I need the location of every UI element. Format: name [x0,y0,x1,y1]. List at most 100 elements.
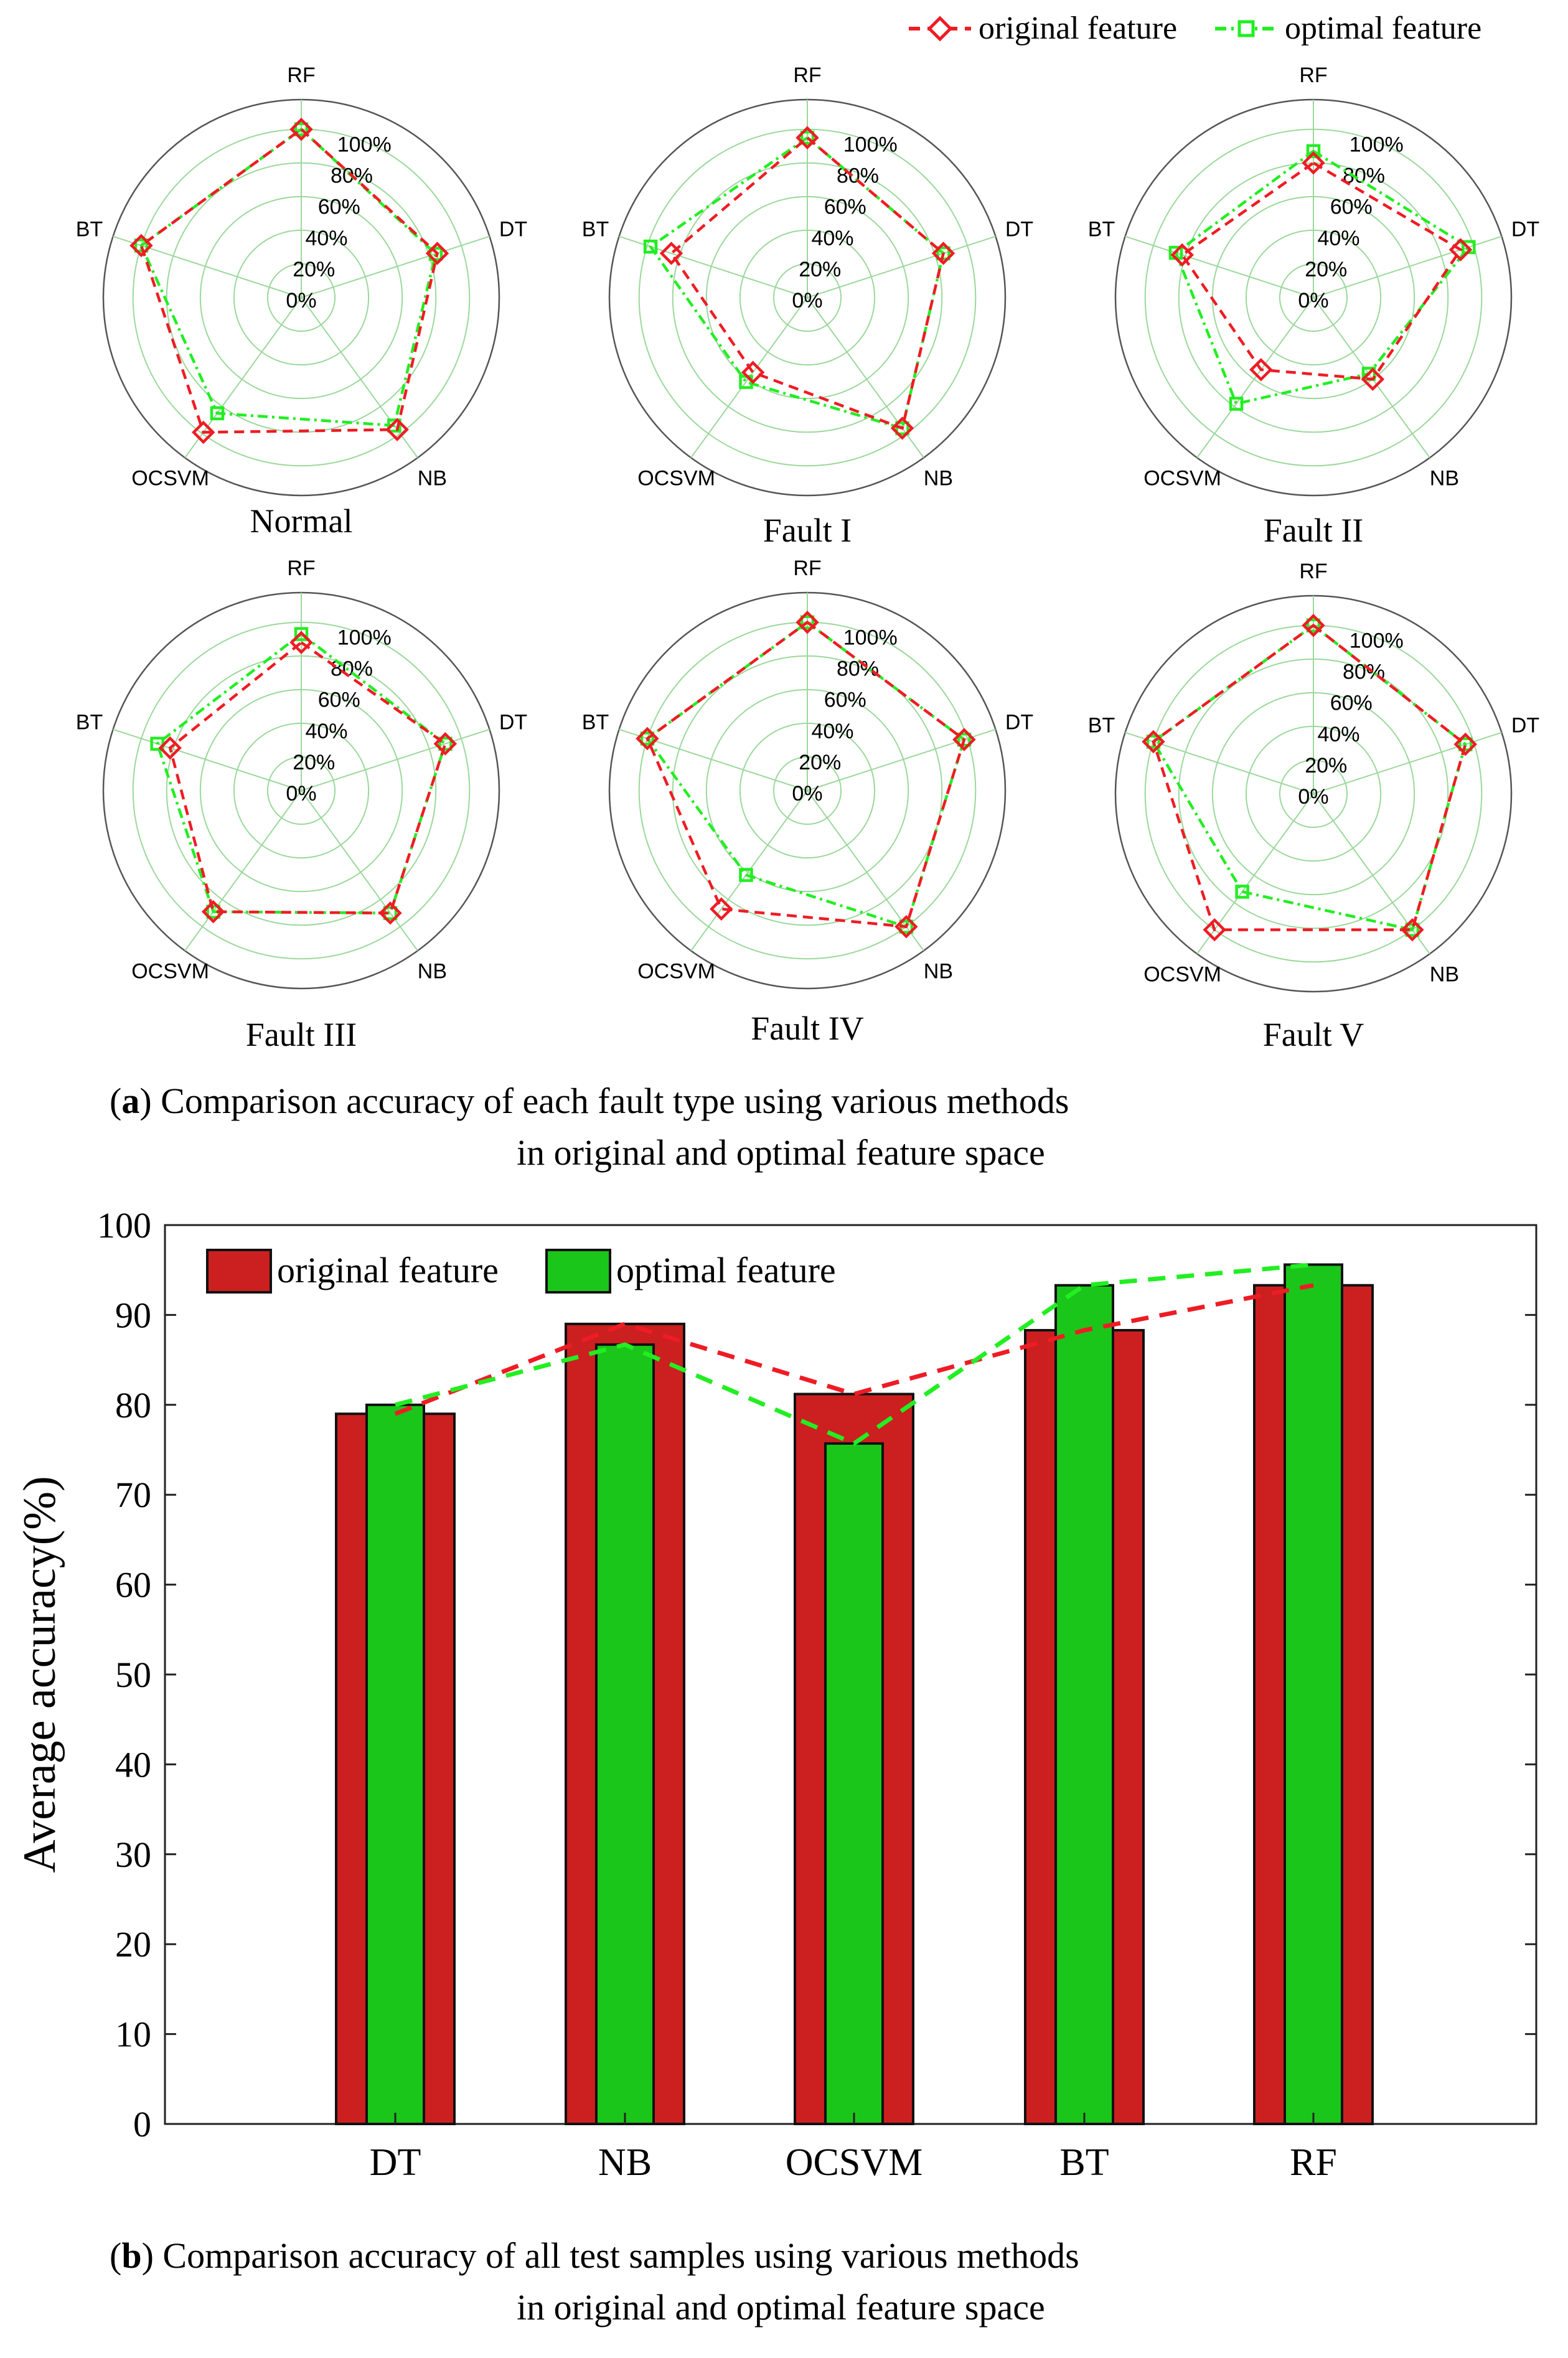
radar-spoke [1196,297,1314,458]
radar-original-marker [1302,613,1325,637]
radar-axis-label: OCSVM [1143,963,1221,987]
radar-axis-label: RF [793,63,821,87]
y-tick-label: 80 [115,1385,151,1426]
radar-optimal-marker [1229,397,1244,411]
x-tick-label: BT [1059,2141,1109,2184]
y-tick-label: 30 [115,1834,151,1875]
radar-axis-label: RF [287,557,315,580]
bar-optimal [595,1343,655,2125]
legend-original-swatch [206,1249,272,1294]
radar-spoke [301,297,418,458]
radar-legend: original feature optimal feature [909,11,1481,46]
radar-original-marker [890,416,914,440]
radar-spoke [301,790,418,951]
radar-tick-label: 0% [1298,289,1328,312]
radar-optimal-marker [800,615,815,629]
radar-tick-label: 60% [824,688,866,712]
y-tick-label: 60 [115,1565,151,1605]
x-tick-label: NB [598,2141,652,2184]
radar-spoke [184,790,302,951]
radar-axis-label: DT [1511,713,1539,737]
radar-original-marker [289,631,313,654]
radar-axis-label: DT [499,710,527,734]
radar-original-marker [191,420,215,444]
radar-optimal-marker [1306,618,1321,632]
radar-axis-label: DT [499,217,527,241]
caption-a-tag: a [121,1081,140,1121]
radar-title: Fault III [246,1016,357,1053]
radar-tick-label: 0% [286,289,316,312]
caption-a-line2: in original and optimal feature space [517,1132,1045,1173]
radar-spoke [1313,297,1430,458]
radar-tick-label: 40% [811,720,853,743]
radar-spoke [807,235,996,298]
radar-axis-label: OCSVM [637,960,715,984]
radar-axis-label: BT [1088,217,1115,241]
radar-original-marker [1142,730,1165,754]
radar-optimal-marker [640,731,655,746]
radar-tick-label: 20% [799,258,841,281]
radar-spoke [619,728,808,791]
radar-tick-label: 100% [337,626,392,649]
radar-axis-label: RF [287,63,315,87]
radar-tick-label: 40% [1317,227,1359,250]
radar-original-marker [796,126,819,149]
radar-spoke [301,728,490,791]
radar-tick-label: 0% [792,289,822,312]
radar-spoke [1313,793,1430,954]
radar-spoke [619,235,808,298]
radar-original-marker [433,732,458,756]
y-tick-label: 10 [115,2014,151,2055]
y-tick-label: 90 [115,1295,151,1335]
radar-original-marker [129,233,153,258]
y-tick-label: 100 [97,1205,151,1246]
radar-axis-label: RF [1299,560,1327,583]
x-tick-label: OCSVM [786,2141,923,2184]
radar-tick-label: 40% [305,720,347,743]
radar-optimal-marker [294,627,309,641]
radar-original-marker [659,242,683,265]
radar-original-marker [378,901,402,925]
radar-optimal-marker [1146,735,1161,749]
legend-optimal-text: optimal feature [616,1250,836,1290]
radar-original-marker [425,242,449,265]
radar-original-marker [201,900,225,924]
radar-axis-label: NB [1430,467,1459,491]
radar-spoke [1125,235,1314,298]
y-tick-label: 40 [115,1744,151,1785]
y-axis-label: Average accuracy(%) [14,1476,65,1872]
radar-tick-label: 80% [1343,660,1385,684]
radar-chart-6: 0% 20% 40% 60% 80% 100% RF DT NB OCSVM BT Fault V [1088,560,1539,1053]
radar-optimal-marker [1458,737,1473,751]
radar-title: Fault II [1264,512,1363,549]
radar-tick-label: 60% [1330,692,1373,715]
radar-original-marker [385,418,409,441]
x-tick-label: RF [1290,2141,1337,2184]
radar-original-series [646,620,966,929]
radar-chart-5: 0% 20% 40% 60% 80% 100% RF DT NB OCSVM BT Fault IV [582,557,1033,1047]
radar-original-marker [796,610,819,634]
radar-axis-label: RF [1299,63,1327,87]
radar-tick-label: 40% [305,227,347,250]
radar-tick-label: 100% [1350,629,1404,652]
radar-original-marker [952,728,976,751]
radar-original-marker [289,117,313,141]
radar-original-marker [1302,151,1325,175]
radar-original-series [139,127,439,434]
radar-tick-label: 100% [843,133,898,156]
trend-line-optimal [395,1262,1314,1446]
bar-optimal [824,1442,884,2126]
radar-tick-label: 40% [811,227,853,250]
radar-optimal-marker [210,406,225,421]
radar-axis-label: BT [582,217,609,241]
radar-tick-label: 60% [1330,195,1373,219]
radar-spoke [113,235,302,298]
radar-axis-label: BT [76,217,103,241]
radar-spoke [113,728,302,791]
radar-axis-label: BT [582,710,609,734]
radar-spoke [301,235,490,298]
radar-original-marker [158,736,182,760]
